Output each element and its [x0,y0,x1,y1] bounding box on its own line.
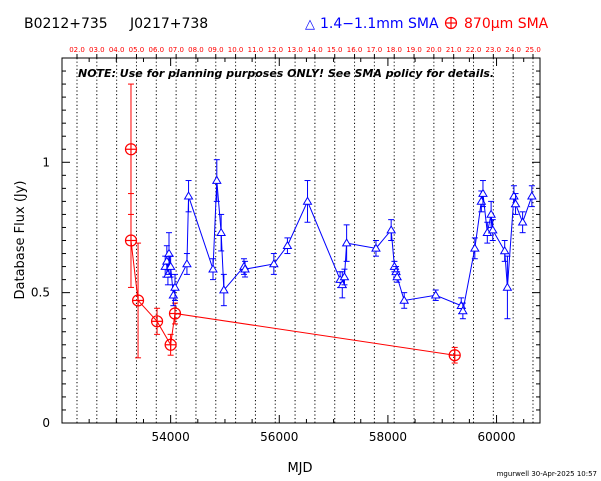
data-point-triangle [218,285,229,294]
data-point-circle-plus [164,338,177,351]
data-point-circle-plus [448,349,461,362]
data-point-triangle [183,191,194,200]
year-gridlines [76,58,534,423]
top-axis-label: 08.0 [188,46,204,54]
data-point-triangle [510,199,521,208]
data-point-circle-plus [150,315,164,328]
top-year-axis: 02.0 03.0 04.0 05.0 06.0 07.0 08.0 09.0 10.0 11.0… [69,46,541,58]
data-point-triangle [182,258,192,268]
top-axis-label: 04.0 [109,46,125,54]
series-line [130,149,455,356]
top-axis-label: 16.0 [347,46,363,54]
data-point-triangle [487,225,498,234]
data-point-triangle [371,243,381,252]
data-point-triangle [339,272,350,281]
x-tick-label: 54000 [152,430,190,444]
y-axis: 00.51 [31,57,540,430]
x-tick-label: 58000 [369,430,407,444]
series-870um [124,83,461,364]
top-axis-label: 24.0 [505,46,521,54]
y-axis-title: Database Flux (Jy) [13,181,28,300]
top-axis-label: 02.0 [69,46,85,54]
top-axis-label: 06.0 [148,46,164,54]
data-point-triangle [282,240,293,250]
data-point-triangle [211,175,222,184]
top-axis-label: 14.0 [307,46,323,54]
footer-stamp: mgurwell 30-Apr-2025 10:57 [497,470,597,478]
data-point-triangle [469,243,480,252]
top-axis-label: 05.0 [129,46,145,54]
data-point-triangle [268,258,279,268]
top-axis-label: 20.0 [426,46,442,54]
top-axis-label: 15.0 [327,46,343,54]
top-axis-label: 12.0 [267,46,283,54]
series-1mm [160,159,537,320]
y-tick-label: 1 [42,155,50,169]
data-point-triangle [502,282,513,291]
top-axis-label: 11.0 [248,46,264,54]
top-axis-label: 10.0 [228,46,244,54]
x-tick-label: 56000 [260,430,298,444]
data-point-triangle [517,217,528,226]
data-point-triangle [302,196,313,205]
top-axis-label: 09.0 [208,46,224,54]
top-axis-label: 21.0 [446,46,462,54]
top-axis-label: 07.0 [168,46,184,54]
data-point-circle-plus [124,143,138,156]
source-name-alias: J0217+738 [129,16,208,32]
legend-marker-blue: △ [305,17,315,32]
top-axis-label: 03.0 [89,46,105,54]
data-point-triangle [478,188,488,197]
data-point-triangle [240,264,250,273]
planning-note: NOTE: Use for planning purposes ONLY! Se… [78,67,494,80]
data-point-triangle [170,282,180,291]
data-point-triangle [208,264,218,273]
top-axis-label: 17.0 [367,46,383,54]
legend-label-red: 870μm SMA [464,16,549,32]
top-axis-label: 19.0 [406,46,422,54]
data-point-circle-plus [168,307,182,320]
data-point-triangle [386,225,397,234]
top-axis-label: 25.0 [525,46,541,54]
data-point-triangle [164,248,174,257]
source-name-primary: B0212+735 [24,16,108,32]
top-axis-label: 18.0 [386,46,402,54]
data-point-triangle [399,295,410,304]
data-point-circle-plus [124,234,138,247]
data-point-triangle [526,191,537,200]
data-point-triangle [457,305,468,315]
x-axis-title: MJD [287,461,312,476]
data-point-triangle [216,227,227,236]
data-point-triangle [392,272,403,281]
x-axis: 54000 56000 58000 60000 [61,58,525,444]
data-point-triangle [165,261,176,270]
data-point-triangle [430,290,441,299]
data-point-circle-plus [131,294,145,307]
data-point-triangle [499,245,510,255]
data-point-triangle [389,261,400,270]
x-tick-label: 60000 [477,430,515,444]
data-point-triangle [486,209,496,218]
y-tick-label: 0 [42,416,50,430]
top-axis-label: 22.0 [466,46,482,54]
top-axis-label: 23.0 [486,46,502,54]
top-axis-label: 13.0 [287,46,303,54]
legend-label-blue: 1.4−1.1mm SMA [320,16,439,32]
y-tick-label: 0.5 [31,286,50,300]
data-point-triangle [341,238,352,247]
legend-marker-red [444,16,458,30]
